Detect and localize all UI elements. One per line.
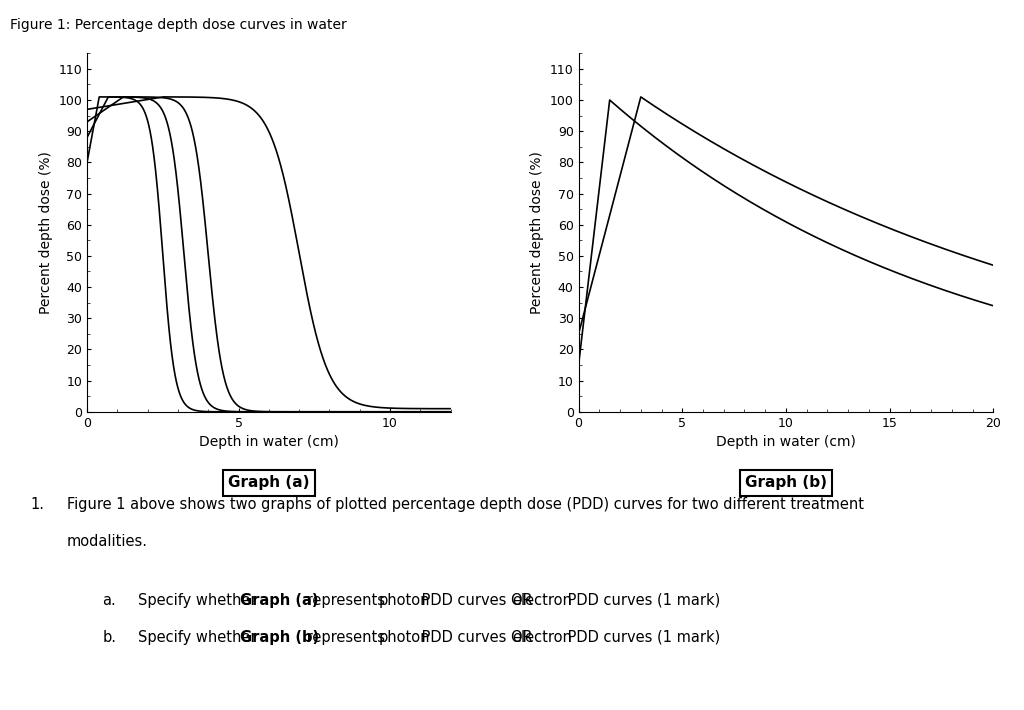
Text: PDD curves OR: PDD curves OR bbox=[417, 630, 538, 645]
Text: Graph (a): Graph (a) bbox=[228, 475, 309, 491]
Text: a.: a. bbox=[102, 593, 116, 608]
Text: PDD curves OR: PDD curves OR bbox=[417, 593, 538, 608]
Text: b.: b. bbox=[102, 630, 117, 645]
X-axis label: Depth in water (cm): Depth in water (cm) bbox=[716, 435, 856, 449]
Text: electron: electron bbox=[512, 630, 571, 645]
Text: photon: photon bbox=[379, 630, 430, 645]
Text: Figure 1 above shows two graphs of plotted percentage depth dose (PDD) curves fo: Figure 1 above shows two graphs of plott… bbox=[67, 497, 863, 512]
Text: PDD curves (1 mark): PDD curves (1 mark) bbox=[563, 593, 720, 608]
Text: Graph (b): Graph (b) bbox=[744, 475, 827, 491]
X-axis label: Depth in water (cm): Depth in water (cm) bbox=[199, 435, 339, 449]
Text: Graph (a): Graph (a) bbox=[240, 593, 318, 608]
Text: modalities.: modalities. bbox=[67, 534, 147, 549]
Text: represents: represents bbox=[302, 593, 390, 608]
Text: Specify whether: Specify whether bbox=[138, 593, 261, 608]
Text: represents: represents bbox=[302, 630, 390, 645]
Text: Figure 1: Percentage depth dose curves in water: Figure 1: Percentage depth dose curves i… bbox=[10, 18, 347, 32]
Y-axis label: Percent depth dose (%): Percent depth dose (%) bbox=[39, 151, 53, 314]
Text: Graph (b): Graph (b) bbox=[240, 630, 318, 645]
Text: 1.: 1. bbox=[31, 497, 45, 512]
Text: photon: photon bbox=[379, 593, 430, 608]
Text: PDD curves (1 mark): PDD curves (1 mark) bbox=[563, 630, 720, 645]
Text: electron: electron bbox=[512, 593, 571, 608]
Y-axis label: Percent depth dose (%): Percent depth dose (%) bbox=[530, 151, 545, 314]
Text: Specify whether: Specify whether bbox=[138, 630, 261, 645]
